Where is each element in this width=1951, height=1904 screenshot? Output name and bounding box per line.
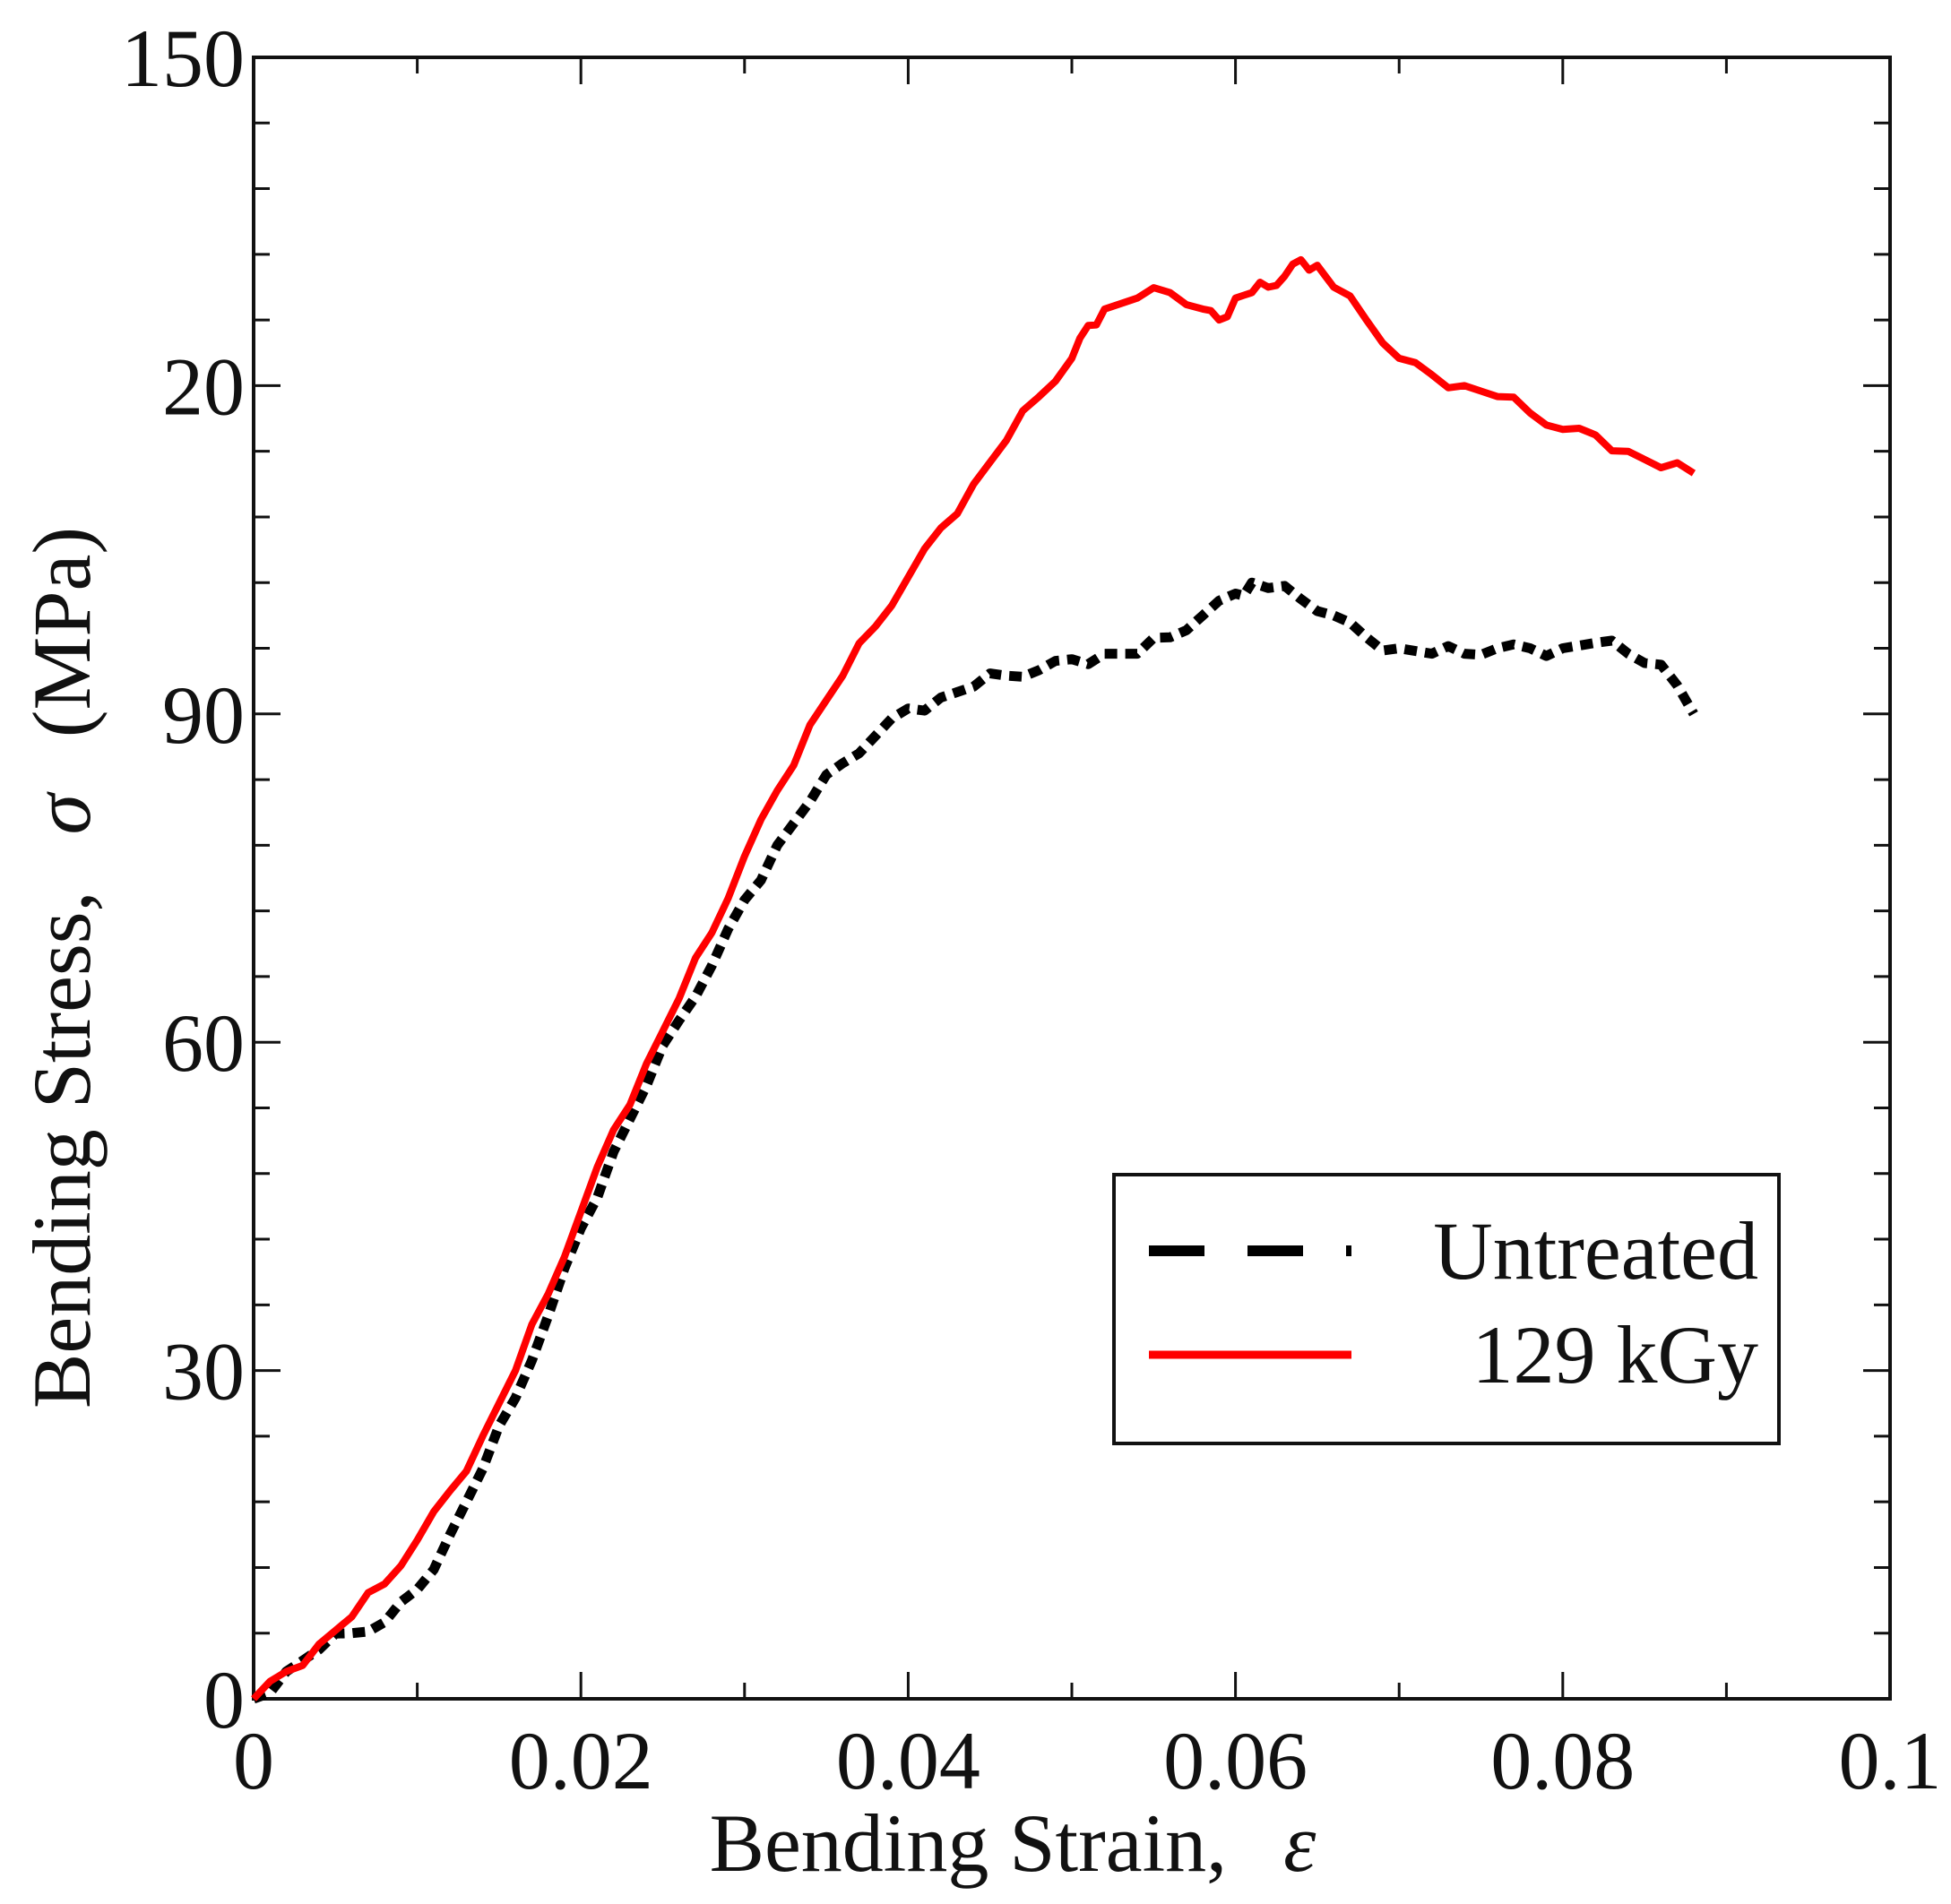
x-axis-symbol: ε [1283, 1797, 1316, 1889]
y-tick-label: 20 [162, 340, 245, 432]
legend-label-untreated: Untreated [1433, 1205, 1758, 1297]
legend: Untreated 129 kGy [1112, 1173, 1781, 1445]
x-tick-label: 0.02 [509, 1715, 653, 1806]
plot-area-frame [252, 56, 1892, 1701]
series-layer [251, 255, 1698, 1704]
series-line-untreated [252, 577, 1698, 1704]
axis-ticks [252, 56, 1892, 1701]
x-tick-label: 0.06 [1163, 1715, 1308, 1806]
x-tick-label: 0.1 [1839, 1715, 1942, 1806]
x-tick-label: 0.08 [1490, 1715, 1635, 1806]
y-axis-symbol: σ [16, 790, 108, 834]
x-axis-title-text: Bending Strain, [710, 1797, 1228, 1889]
y-tick-label: 60 [162, 997, 245, 1089]
series-line-129kgy [251, 255, 1696, 1702]
y-tick-label: 150 [121, 13, 245, 104]
x-axis-title: Bending Strain, ε [710, 1797, 1317, 1889]
y-axis-title: Bending Stress, σ (MPa) [16, 527, 108, 1409]
y-axis-title-text: Bending Stress, [16, 891, 108, 1409]
x-axis-tick-labels: 0 0.02 0.04 0.06 0.08 0.1 [233, 1715, 1942, 1806]
y-axis-unit: (MPa) [16, 527, 108, 737]
y-tick-label: 30 [162, 1326, 245, 1417]
y-tick-label: 0 [203, 1654, 245, 1745]
x-tick-label: 0 [233, 1715, 274, 1806]
y-axis-tick-labels: 0 30 60 90 20 150 [121, 13, 245, 1745]
legend-box [1112, 1173, 1781, 1445]
x-tick-label: 0.04 [836, 1715, 980, 1806]
legend-label-129kgy: 129 kGy [1472, 1309, 1758, 1400]
y-tick-label: 90 [162, 669, 245, 761]
